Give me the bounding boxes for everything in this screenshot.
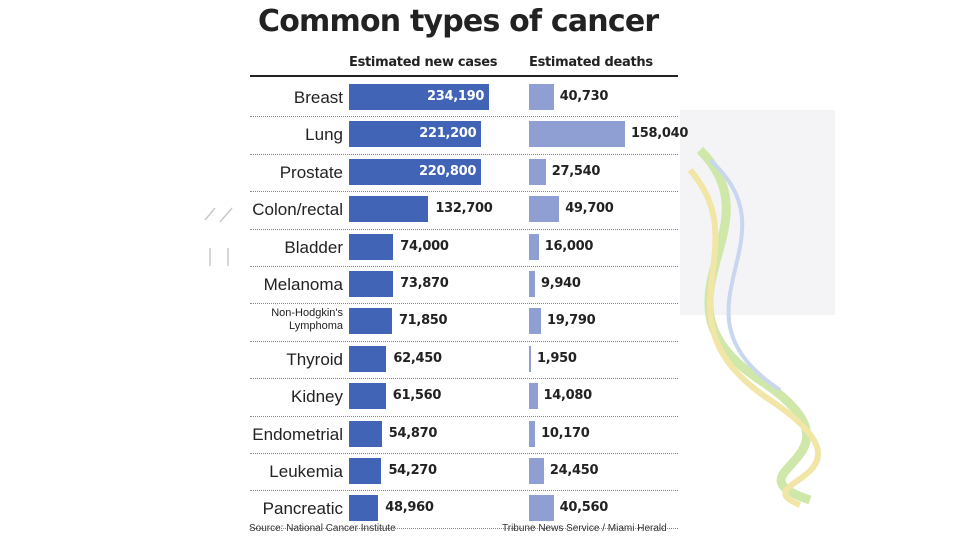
cases-value-lung: 221,200 [419,126,477,141]
category-label-lung: Lung [305,125,343,144]
category-label-colon-rectal: Colon/rectal [252,200,343,219]
row-separator [250,341,678,342]
deaths-value-pancreatic: 40,560 [559,500,609,515]
deaths-bar-bladder [529,234,539,260]
deaths-value-lung: 158,040 [631,126,689,141]
row-separator [250,416,678,417]
category-label-leukemia: Leukemia [269,462,343,481]
cases-bar-breast [349,84,489,110]
row-separator [250,229,678,230]
cases-value-thyroid: 62,450 [393,351,442,366]
cases-bar-prostate [349,159,481,185]
deaths-value-thyroid: 1,950 [537,351,577,366]
cases-bar-thyroid [349,346,387,372]
category-label-kidney: Kidney [291,387,343,406]
helix-ribbon-yellow [687,168,822,508]
category-label-thyroid: Thyroid [286,350,343,369]
deaths-value-kidney: 14,080 [543,388,593,403]
cases-bar-non-hodgkin-s-lymphoma [349,308,392,334]
cases-value-pancreatic: 48,960 [385,500,434,515]
row-separator [250,191,678,192]
cases-bar-leukemia [349,458,382,484]
cases-column-header: Estimated new cases [349,55,498,70]
credit-note: Tribune News Service / Miami Herald [502,523,667,534]
row-separator [250,528,678,529]
deaths-column-header: Estimated deaths [529,55,653,70]
cases-value-non-hodgkin-s-lymphoma: 71,850 [398,313,448,328]
deaths-bar-lung [529,121,625,147]
cases-bar-bladder [349,234,394,260]
deaths-bar-colon-rectal [529,196,560,222]
deaths-value-leukemia: 24,450 [549,463,599,478]
deaths-value-colon-rectal: 49,700 [565,201,614,216]
deaths-bar-melanoma [529,271,536,297]
category-label-melanoma: Melanoma [263,275,343,294]
deaths-value-bladder: 16,000 [544,239,594,254]
cases-value-bladder: 74,000 [400,239,449,254]
cases-value-prostate: 220,800 [418,164,477,179]
deaths-value-breast: 40,730 [559,89,609,104]
row-separator [250,116,678,117]
cases-bar-colon-rectal [349,196,429,222]
cases-bar-lung [349,121,482,147]
header-rule [250,75,678,77]
category-label-endometrial: Endometrial [252,425,343,444]
category-label-pancreatic: Pancreatic [262,499,343,518]
deaths-value-prostate: 27,540 [551,164,601,179]
deaths-value-endometrial: 10,170 [541,426,590,441]
source-note: Source: National Cancer Institute [249,523,396,534]
deaths-value-melanoma: 9,940 [541,276,581,291]
row-separator [250,453,678,454]
cases-value-breast: 234,190 [427,89,485,104]
category-label-prostate: Prostate [279,163,343,182]
deaths-bar-non-hodgkin-s-lymphoma [529,308,542,334]
row-separator [250,490,678,491]
row-separator [250,303,678,304]
cases-bar-pancreatic [349,495,379,521]
cases-bar-kidney [349,383,386,409]
deaths-bar-breast [529,84,554,110]
row-separator [250,154,678,155]
cases-value-kidney: 61,560 [392,388,442,403]
cases-value-endometrial: 54,870 [388,426,438,441]
deaths-bar-endometrial [529,421,536,447]
deaths-bar-kidney [529,383,538,409]
helix-ribbon-blue [708,158,782,392]
deaths-bar-pancreatic [529,495,554,521]
cases-value-melanoma: 73,870 [400,276,449,291]
deaths-value-non-hodgkin-s-lymphoma: 19,790 [547,313,596,328]
deaths-bar-leukemia [529,458,544,484]
chart-title: Common types of cancer [258,4,659,39]
deaths-bar-prostate [529,159,546,185]
category-label-non-hodgkin-s-lymphoma: Non-Hodgkin's Lymphoma [271,307,343,332]
molecule-icon [204,207,233,266]
cases-bar-melanoma [349,271,394,297]
row-separator [250,266,678,267]
slide-card-shape [680,110,835,315]
deaths-bar-thyroid [529,346,531,372]
helix-ribbon-green [696,146,812,505]
category-label-breast: Breast [293,88,343,107]
cases-bar-endometrial [349,421,382,447]
row-separator [250,378,678,379]
category-label-bladder: Bladder [284,238,343,257]
cases-value-colon-rectal: 132,700 [435,201,493,216]
cases-value-leukemia: 54,270 [388,463,437,478]
